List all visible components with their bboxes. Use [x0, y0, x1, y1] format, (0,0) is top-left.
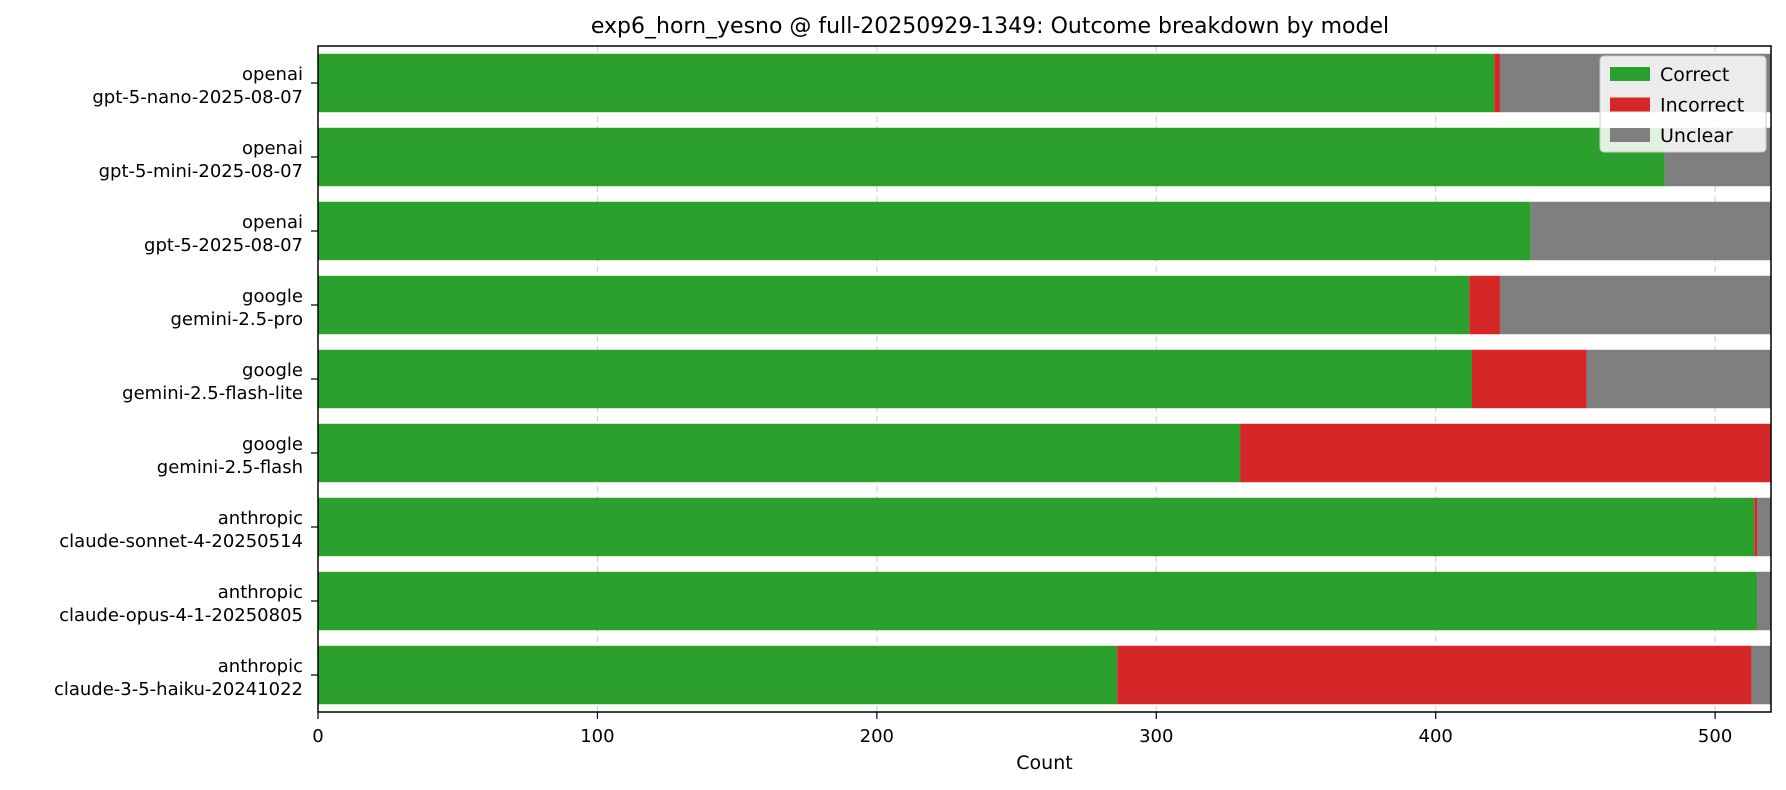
y-axis: openaigpt-5-nano-2025-08-07openaigpt-5-m…: [54, 64, 318, 700]
x-tick-label-0: 0: [312, 726, 323, 747]
bar-correct-3: [318, 275, 1470, 335]
legend-swatch-correct: [1610, 67, 1650, 81]
x-tick-label-3: 300: [1139, 726, 1173, 747]
bar-unclear-2: [1530, 201, 1771, 261]
y-label-provider-3: google: [242, 286, 303, 307]
y-label-provider-4: google: [242, 360, 303, 381]
y-label-provider-0: openai: [242, 64, 303, 85]
bar-incorrect-8: [1117, 645, 1752, 705]
bar-unclear-3: [1499, 275, 1771, 335]
y-label-provider-5: google: [242, 434, 303, 455]
y-label-model-2: gpt-5-2025-08-07: [144, 235, 303, 256]
x-tick-label-4: 400: [1419, 726, 1453, 747]
bar-correct-2: [318, 201, 1531, 261]
legend-label-correct: Correct: [1660, 64, 1729, 86]
chart-title: exp6_horn_yesno @ full-20250929-1349: Ou…: [591, 14, 1389, 39]
bar-unclear-4: [1586, 349, 1771, 409]
y-label-model-1: gpt-5-mini-2025-08-07: [99, 161, 303, 182]
legend-swatch-incorrect: [1610, 97, 1650, 112]
y-label-model-4: gemini-2.5-flash-lite: [122, 383, 303, 404]
x-axis: 0 100 200 300 400 500: [312, 712, 1732, 747]
bar-correct-6: [318, 497, 1755, 557]
bar-unclear-7: [1757, 571, 1771, 631]
legend-label-unclear: Unclear: [1660, 125, 1733, 147]
bar-incorrect-4: [1472, 349, 1587, 409]
bar-incorrect-5: [1240, 423, 1771, 483]
legend-swatch-unclear: [1610, 128, 1650, 142]
bar-unclear-8: [1751, 645, 1771, 705]
y-label-provider-8: anthropic: [218, 656, 303, 677]
y-label-provider-6: anthropic: [218, 508, 303, 529]
y-label-model-6: claude-sonnet-4-20250514: [59, 531, 303, 552]
bar-unclear-6: [1757, 497, 1771, 557]
y-label-provider-1: openai: [242, 138, 303, 159]
bar-correct-8: [318, 645, 1118, 705]
bar-correct-4: [318, 349, 1473, 409]
bar-correct-1: [318, 127, 1665, 187]
y-label-model-5: gemini-2.5-flash: [157, 457, 303, 478]
legend: Correct Incorrect Unclear: [1599, 55, 1767, 153]
bars: [318, 53, 1771, 705]
y-label-model-7: claude-opus-4-1-20250805: [59, 605, 303, 626]
x-tick-label-1: 100: [580, 726, 614, 747]
bar-incorrect-3: [1469, 275, 1500, 335]
y-label-provider-7: anthropic: [218, 582, 303, 603]
legend-label-incorrect: Incorrect: [1660, 95, 1744, 117]
x-tick-label-5: 500: [1698, 726, 1732, 747]
bar-correct-7: [318, 571, 1758, 631]
bar-correct-0: [318, 53, 1495, 113]
x-axis-label: Count: [1016, 752, 1072, 774]
y-label-model-3: gemini-2.5-pro: [170, 309, 303, 330]
bar-incorrect-0: [1494, 53, 1500, 113]
bar-correct-5: [318, 423, 1241, 483]
bar-incorrect-6: [1754, 497, 1758, 557]
y-label-provider-2: openai: [242, 212, 303, 233]
y-label-model-0: gpt-5-nano-2025-08-07: [92, 87, 303, 108]
y-label-model-8: claude-3-5-haiku-20241022: [54, 679, 303, 700]
x-tick-label-2: 200: [860, 726, 894, 747]
